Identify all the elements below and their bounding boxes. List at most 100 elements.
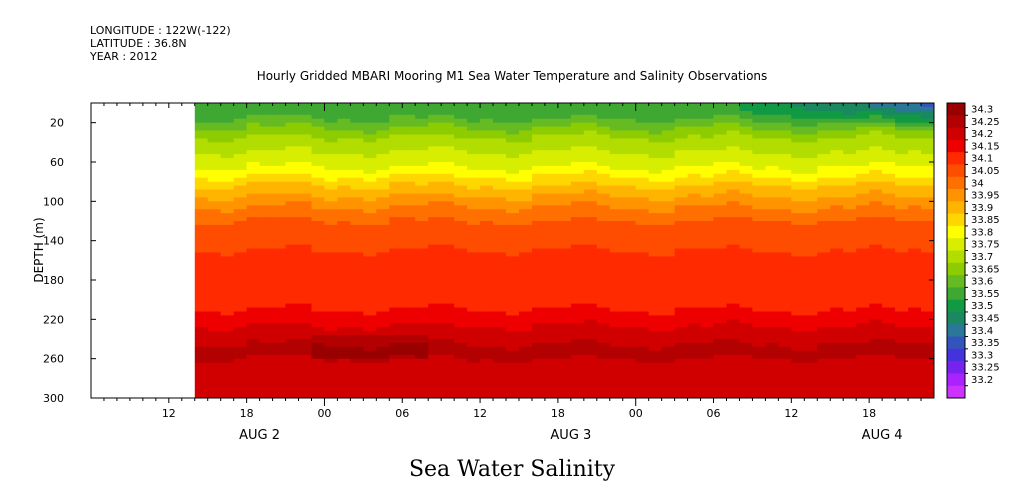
salinity-cell [454,378,468,383]
salinity-cell [687,244,702,250]
salinity-cell [376,295,390,301]
salinity-cell [869,362,883,368]
salinity-cell [285,390,300,395]
salinity-cell [791,346,805,352]
salinity-cell [337,315,351,320]
salinity-cell [557,386,572,391]
salinity-cell [233,154,248,159]
salinity-cell [752,311,766,316]
salinity-cell [843,319,857,324]
salinity-cell [259,224,274,230]
salinity-cell [596,236,611,242]
salinity-cell [843,158,857,163]
salinity-cell [389,244,403,250]
salinity-cell [726,370,741,375]
salinity-cell [921,268,934,273]
salinity-cell [272,260,287,265]
salinity-cell [532,122,546,128]
salinity-cell [285,197,300,202]
salinity-cell [830,354,844,360]
salinity-cell [570,162,585,167]
salinity-cell [207,118,222,124]
salinity-cell [557,177,572,183]
salinity-cell [661,311,676,316]
salinity-cell [207,173,222,179]
salinity-cell [804,197,818,202]
salinity-cell [220,114,235,120]
salinity-cell [272,287,287,293]
salinity-cell [609,354,624,360]
salinity-cell [207,276,222,281]
salinity-cell [311,283,326,289]
salinity-cell [467,232,481,238]
plot-frame [90,102,935,399]
salinity-cell [869,276,883,281]
salinity-cell [506,209,520,214]
salinity-cell [220,390,235,395]
salinity-cell [778,103,792,108]
salinity-cell [350,181,364,187]
salinity-cell [908,303,922,309]
salinity-cell [285,335,300,340]
salinity-cell [830,244,844,250]
salinity-cell [921,299,934,305]
salinity-cell [415,283,429,289]
salinity-cell [570,362,585,368]
salinity-cell [467,264,481,269]
salinity-cell [908,177,922,183]
colorbar-swatch [947,262,965,276]
salinity-cell [778,382,792,387]
salinity-cell [506,213,520,218]
salinity-cell [337,232,351,238]
salinity-cell [506,382,520,387]
salinity-cell [350,323,364,328]
salinity-cell [532,197,546,202]
salinity-cell [220,122,235,128]
salinity-cell [869,201,883,206]
salinity-cell [752,307,766,312]
salinity-cell [207,154,222,159]
salinity-cell [246,122,261,128]
salinity-cell [713,370,728,375]
salinity-cell [895,374,909,379]
salinity-cell [661,287,676,293]
salinity-cell [752,390,766,395]
salinity-cell [519,268,533,273]
salinity-cell [441,354,455,360]
salinity-cell [674,169,689,175]
salinity-cell [259,311,274,316]
salinity-cell [415,228,429,234]
salinity-cell [376,370,390,375]
salinity-cell [233,232,248,238]
salinity-cell [480,362,494,368]
salinity-cell [324,323,338,328]
salinity-cell [220,224,235,230]
salinity-cell [402,346,416,352]
salinity-cell [557,244,572,250]
salinity-cell [609,374,624,379]
salinity-cell [246,217,261,222]
salinity-cell [739,260,754,265]
salinity-cell [194,232,209,238]
salinity-cell [895,169,909,175]
salinity-cell [428,283,442,289]
salinity-cell [817,252,831,257]
salinity-cell [285,327,300,332]
salinity-cell [817,260,831,265]
salinity-cell [817,339,831,344]
salinity-cell [908,283,922,289]
salinity-cell [376,185,390,191]
salinity-cell [467,118,481,124]
salinity-cell [765,339,779,344]
salinity-cell [544,370,559,375]
salinity-cell [233,193,248,198]
salinity-cell [220,134,235,139]
salinity-cell [454,331,468,336]
salinity-cell [220,366,235,371]
salinity-cell [921,142,934,147]
salinity-cell [441,181,455,187]
salinity-cell [480,142,494,147]
salinity-cell [661,103,676,108]
colorbar-swatch [947,103,965,116]
salinity-cell [752,209,766,214]
